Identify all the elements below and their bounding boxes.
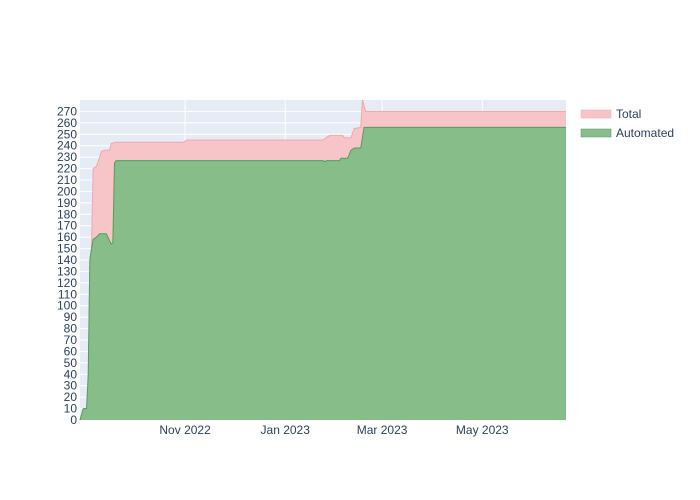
y-tick-label: 210 (57, 173, 77, 187)
y-tick-label: 130 (57, 264, 77, 278)
legend-item-total[interactable]: Total (580, 107, 641, 121)
y-tick-label: 270 (57, 104, 77, 118)
y-tick-label: 250 (57, 127, 77, 141)
series-areas (79, 99, 566, 421)
legend-label: Automated (616, 126, 674, 140)
y-tick-label: 190 (57, 196, 77, 210)
x-tick-label: Nov 2022 (159, 423, 211, 437)
y-tick-label: 170 (57, 219, 77, 233)
y-tick-label: 240 (57, 139, 77, 153)
legend-label: Total (616, 107, 641, 121)
x-tick-label: Jan 2023 (261, 423, 311, 437)
y-tick-label: 120 (57, 276, 77, 290)
y-tick-label: 90 (64, 310, 78, 324)
y-tick-label: 0 (70, 413, 77, 427)
y-tick-label: 20 (64, 390, 78, 404)
legend[interactable]: Total Automated (580, 107, 674, 140)
y-tick-label: 60 (64, 344, 78, 358)
y-tick-label: 110 (58, 287, 77, 301)
y-tick-label: 230 (57, 150, 77, 164)
y-tick-label: 150 (57, 242, 77, 256)
y-tick-label: 180 (57, 207, 77, 221)
y-tick-label: 220 (57, 162, 77, 176)
x-tick-label: May 2023 (456, 423, 509, 437)
legend-swatch (580, 128, 612, 138)
line-automated (79, 126, 566, 421)
y-tick-label: 160 (57, 230, 77, 244)
x-tick-label: Mar 2023 (357, 423, 408, 437)
y-tick-label: 100 (57, 299, 77, 313)
y-tick-label: 200 (57, 184, 77, 198)
y-axis-ticks: 0102030405060708090100110120130140150160… (57, 104, 77, 427)
y-tick-label: 30 (64, 379, 78, 393)
y-tick-label: 50 (64, 356, 78, 370)
y-tick-label: 260 (57, 116, 77, 130)
legend-item-automated[interactable]: Automated (580, 126, 674, 140)
y-tick-label: 70 (64, 333, 78, 347)
y-tick-label: 80 (64, 322, 78, 336)
y-tick-label: 40 (64, 367, 78, 381)
x-axis-ticks: Nov 2022 Jan 2023 Mar 2023 May 2023 (159, 423, 509, 437)
area-automated (80, 127, 566, 421)
y-tick-label: 140 (57, 253, 77, 267)
y-tick-label: 10 (64, 402, 78, 416)
legend-swatch (580, 109, 612, 119)
